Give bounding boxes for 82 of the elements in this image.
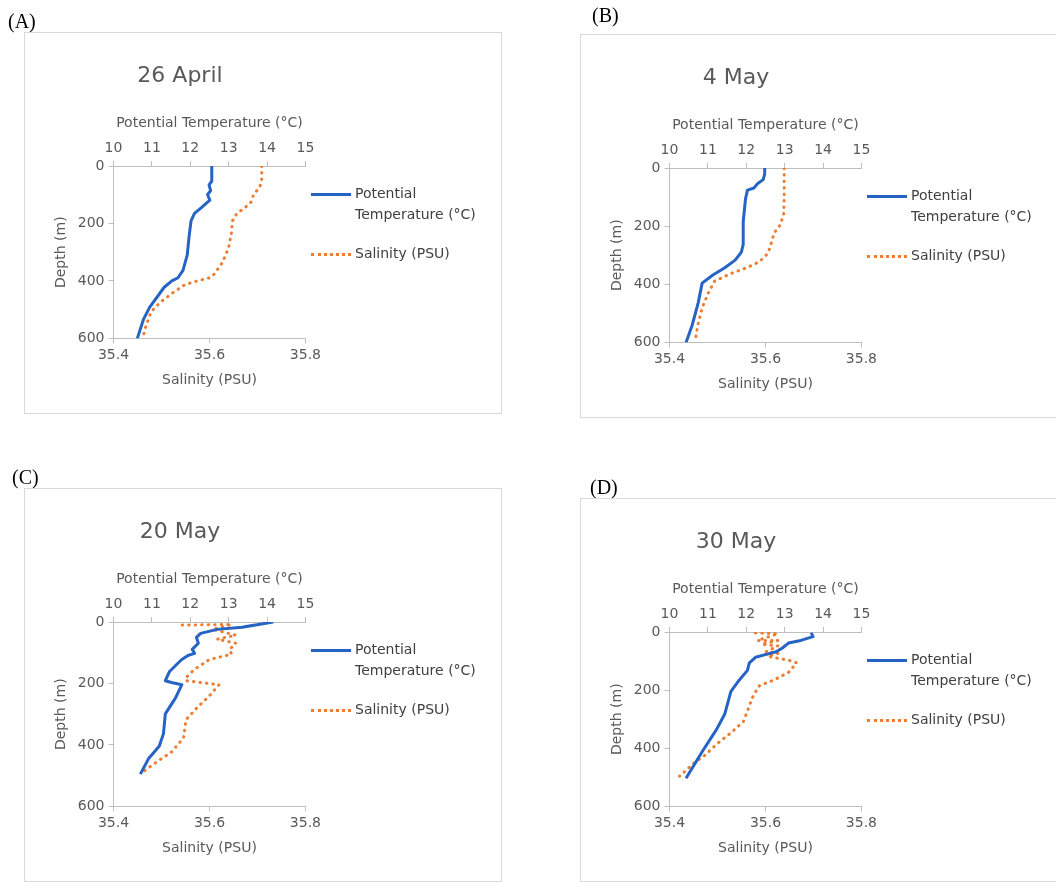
x2-axis-title: Potential Temperature (°C)	[672, 580, 859, 597]
x2-tick-label: 10	[660, 141, 679, 158]
y-tick-label: 200	[77, 674, 105, 691]
x-axis-title: Salinity (PSU)	[162, 839, 257, 856]
x-tick-label: 35.8	[289, 346, 321, 363]
x2-tick-label: 12	[181, 139, 200, 156]
x-tick-label: 35.8	[289, 814, 321, 831]
x2-tick-label: 14	[258, 139, 277, 156]
x2-tick-label: 15	[852, 141, 871, 158]
x2-tick-label: 13	[219, 595, 238, 612]
x-axis-title: Salinity (PSU)	[718, 839, 813, 856]
text: (B)	[592, 4, 619, 27]
x2-axis-title: Potential Temperature (°C)	[672, 116, 859, 133]
legend-label: Potential Temperature (°C)	[355, 184, 477, 224]
text: (C)	[12, 466, 39, 489]
x-tick-label: 35.8	[845, 814, 877, 831]
x2-tick-label: 12	[181, 595, 200, 612]
legend-label: Potential Temperature (°C)	[911, 650, 1033, 690]
x2-tick-label: 12	[737, 605, 756, 622]
x2-tick-label: 11	[698, 605, 717, 622]
y-axis-title: Depth (m)	[52, 216, 69, 289]
x2-tick-label: 13	[775, 605, 794, 622]
y-tick-label: 600	[633, 333, 661, 350]
y-tick-label: 0	[95, 612, 105, 629]
y-tick-label: 0	[651, 622, 661, 639]
legend-label: Salinity (PSU)	[355, 700, 450, 719]
x-tick-label: 35.6	[193, 814, 226, 831]
x2-tick-label: 11	[142, 595, 161, 612]
x2-tick-label: 14	[814, 141, 833, 158]
x-tick-label: 35.4	[653, 814, 686, 831]
x2-tick-label: 10	[104, 595, 123, 612]
x2-tick-label: 11	[142, 139, 161, 156]
y-tick-label: 200	[77, 214, 105, 231]
chart-title: 20 May	[139, 517, 221, 543]
x-tick-label: 35.4	[97, 814, 130, 831]
y-tick-label: 400	[77, 735, 105, 752]
x-axis-title: Salinity (PSU)	[718, 375, 813, 392]
text: (D)	[590, 476, 618, 499]
legend-label: Salinity (PSU)	[355, 244, 450, 263]
y-tick-label: 0	[651, 158, 661, 175]
x2-tick-label: 10	[660, 605, 679, 622]
x2-tick-label: 11	[698, 141, 717, 158]
x-tick-label: 35.6	[193, 346, 226, 363]
chart-title: 26 April	[137, 61, 223, 87]
legend-label: Salinity (PSU)	[911, 710, 1006, 729]
y-tick-label: 0	[95, 156, 105, 173]
y-axis-title: Depth (m)	[608, 219, 625, 292]
x2-tick-label: 15	[296, 139, 315, 156]
legend-label: Potential Temperature (°C)	[911, 186, 1033, 226]
x2-axis-title: Potential Temperature (°C)	[116, 114, 303, 131]
y-axis-title: Depth (m)	[52, 678, 69, 751]
y-tick-label: 400	[633, 274, 661, 291]
x-tick-label: 35.6	[749, 814, 782, 831]
line-series	[140, 622, 238, 774]
y-tick-label: 200	[633, 680, 661, 697]
x-tick-label: 35.4	[97, 346, 130, 363]
x-tick-label: 35.4	[653, 350, 686, 367]
y-axis-title: Depth (m)	[608, 683, 625, 756]
y-tick-label: 400	[77, 271, 105, 288]
x-tick-label: 35.6	[749, 350, 782, 367]
x2-tick-label: 12	[737, 141, 756, 158]
x2-tick-label: 14	[814, 605, 833, 622]
y-tick-label: 600	[77, 329, 105, 346]
x2-tick-label: 10	[104, 139, 123, 156]
x-axis-title: Salinity (PSU)	[162, 371, 257, 388]
legend-label: Potential Temperature (°C)	[355, 640, 477, 680]
y-tick-label: 400	[633, 738, 661, 755]
line-series	[678, 632, 799, 778]
chart-title: 30 May	[695, 527, 777, 553]
y-tick-label: 600	[633, 797, 661, 814]
y-tick-label: 600	[77, 797, 105, 814]
x2-tick-label: 13	[219, 139, 238, 156]
x2-tick-label: 15	[852, 605, 871, 622]
text: (A)	[8, 10, 36, 33]
x2-axis-title: Potential Temperature (°C)	[116, 570, 303, 587]
x-tick-label: 35.8	[845, 350, 877, 367]
chart-title: 4 May	[702, 63, 770, 89]
y-tick-label: 200	[633, 216, 661, 233]
x2-tick-label: 14	[258, 595, 277, 612]
x2-tick-label: 15	[296, 595, 315, 612]
x2-tick-label: 13	[775, 141, 794, 158]
legend-label: Salinity (PSU)	[911, 246, 1006, 265]
